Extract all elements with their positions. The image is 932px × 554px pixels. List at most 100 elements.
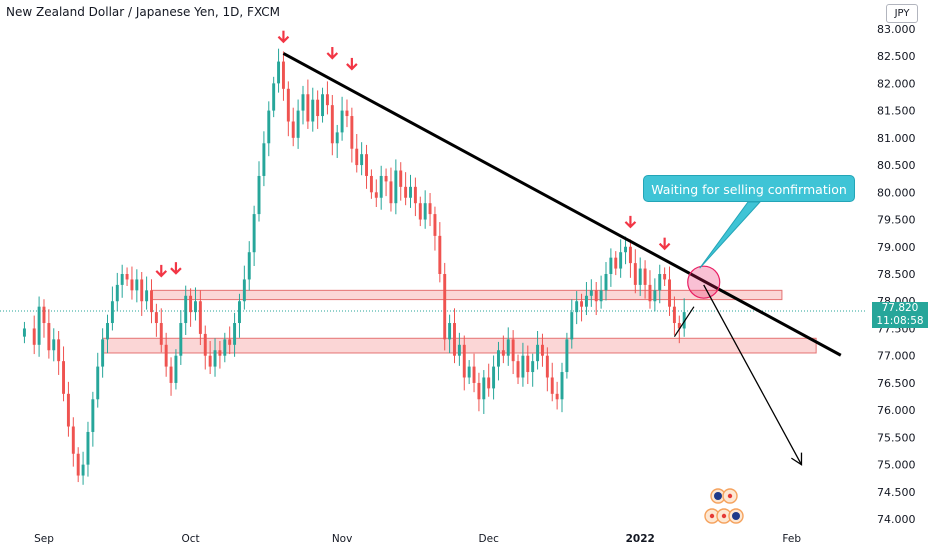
candle <box>448 314 452 354</box>
candle-body <box>106 323 109 340</box>
candle <box>379 165 383 210</box>
candle <box>365 144 368 189</box>
candle <box>316 90 320 129</box>
candle-body <box>174 355 178 383</box>
candle-body <box>492 366 496 389</box>
candle <box>409 174 412 208</box>
candle-body <box>614 257 618 269</box>
candle-body <box>62 361 65 394</box>
candle <box>164 332 168 377</box>
candle <box>643 260 647 299</box>
candle <box>311 87 315 132</box>
y-tick-label: 76.500 <box>877 377 916 390</box>
candle <box>609 248 613 287</box>
y-tick-label: 79.000 <box>877 241 916 254</box>
candle <box>384 168 388 197</box>
candle-body <box>37 306 41 345</box>
candle <box>545 347 549 392</box>
candle <box>135 269 139 303</box>
candle-body <box>672 306 676 324</box>
candle <box>115 272 119 312</box>
candle <box>682 298 686 337</box>
x-tick-label: Feb <box>782 533 801 545</box>
candle-body <box>609 257 613 274</box>
candle-body <box>423 203 427 220</box>
candle-body <box>350 116 354 149</box>
candle <box>325 81 329 115</box>
candle-body <box>545 355 549 378</box>
candle <box>208 340 212 375</box>
markers-layer <box>155 30 671 278</box>
candle <box>62 346 65 402</box>
candle-body <box>394 170 398 204</box>
candle-body <box>32 328 36 345</box>
candle-body <box>379 175 383 198</box>
candle-body <box>506 339 510 356</box>
candle-body <box>643 268 647 285</box>
candle-body <box>443 274 447 340</box>
down-arrow-marker <box>658 237 671 251</box>
candle <box>76 447 80 483</box>
candle <box>580 293 584 322</box>
candles-layer <box>22 48 686 485</box>
y-tick-label: 75.500 <box>877 431 916 444</box>
candle-body <box>52 339 56 351</box>
callout-annotation[interactable]: Waiting for selling confirmation <box>643 175 855 202</box>
bar-countdown: 11:08:58 <box>876 315 924 327</box>
candle <box>668 266 671 316</box>
candle-body <box>453 323 456 356</box>
candle-body <box>237 301 241 324</box>
candle-body <box>536 344 540 362</box>
y-tick-label: 74.000 <box>877 513 916 526</box>
candle-body <box>433 214 437 236</box>
candle <box>438 222 442 283</box>
candle <box>145 276 149 310</box>
candle <box>428 193 432 227</box>
candle-body <box>316 99 320 117</box>
candle <box>267 101 271 157</box>
candle <box>223 332 227 363</box>
candle-body <box>516 361 520 378</box>
y-tick-label: 83.000 <box>877 23 916 36</box>
candle-body <box>291 121 295 138</box>
candle-body <box>321 94 325 117</box>
y-tick-label: 79.500 <box>877 214 916 227</box>
candle <box>575 291 579 325</box>
candle-body <box>228 339 232 345</box>
candle-body <box>130 279 134 291</box>
candle <box>526 345 530 385</box>
candle-body <box>218 350 222 356</box>
currency-badge[interactable]: JPY <box>886 4 918 23</box>
candle <box>203 325 207 370</box>
candle-body <box>335 132 339 144</box>
candle-body <box>653 290 657 302</box>
candle <box>66 381 70 437</box>
news-events-icon[interactable] <box>704 486 750 528</box>
candle <box>57 331 61 375</box>
candle <box>511 330 515 375</box>
candle <box>189 288 193 327</box>
candle <box>42 299 46 338</box>
y-tick-label: 81.500 <box>877 105 916 118</box>
projection-arrow-head <box>791 452 803 466</box>
candle-body <box>66 393 70 427</box>
candle-body <box>208 355 212 367</box>
candle-body <box>477 382 481 400</box>
callout-pointer <box>699 201 762 269</box>
candle <box>501 335 505 364</box>
candle-body <box>570 312 574 340</box>
candle <box>389 167 393 212</box>
candle-body <box>184 295 188 324</box>
candle <box>536 331 540 370</box>
candle-body <box>189 295 193 313</box>
confirmation-circle <box>687 265 721 299</box>
candle <box>531 353 535 387</box>
candle-body <box>86 431 90 465</box>
down-arrow-head <box>277 35 290 44</box>
candle-body <box>599 290 603 302</box>
candle <box>467 360 471 385</box>
candle <box>360 142 364 176</box>
down-arrow-marker <box>624 215 637 229</box>
x-tick-label: Sep <box>34 533 54 545</box>
candle <box>228 326 232 355</box>
